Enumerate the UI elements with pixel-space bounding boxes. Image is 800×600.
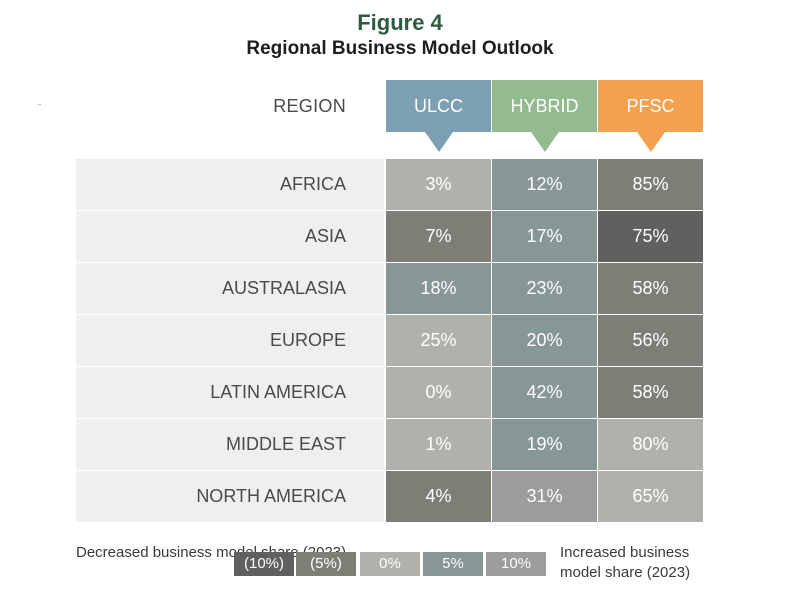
legend-swatch: (5%) (296, 552, 356, 576)
table-cell: 19% (492, 419, 597, 470)
region-column-header: REGION (273, 96, 346, 116)
table-cell: 1% (386, 419, 491, 470)
table-cell: 17% (492, 211, 597, 262)
column-header-hybrid: HYBRID (492, 80, 597, 132)
row-label-region: AUSTRALASIA (76, 263, 384, 314)
legend-increased-label: Increased business model share (2023) (560, 544, 691, 581)
column-header-ulcc: ULCC (386, 80, 491, 132)
table-cell: 3% (386, 159, 491, 210)
table-cell: 4% (386, 471, 491, 522)
table-cell: 80% (598, 419, 703, 470)
column-header-pfsc: PFSC (598, 80, 703, 132)
table-cell: 85% (598, 159, 703, 210)
legend-swatch: (10%) (234, 552, 294, 576)
table-cell: 0% (386, 367, 491, 418)
table-cell: 31% (492, 471, 597, 522)
legend-swatch: 0% (360, 552, 420, 576)
table-cell: 58% (598, 367, 703, 418)
down-arrow-icon (530, 132, 559, 152)
table-cell: 7% (386, 211, 491, 262)
down-arrow-icon (424, 132, 453, 152)
row-label-region: MIDDLE EAST (76, 419, 384, 470)
figure-subtitle: Regional Business Model Outlook (246, 38, 554, 59)
row-label-region: EUROPE (76, 315, 384, 366)
row-label-region: ASIA (76, 211, 384, 262)
table-cell: 56% (598, 315, 703, 366)
down-arrow-icon (636, 132, 665, 152)
table-cell: 12% (492, 159, 597, 210)
legend-swatch: 5% (423, 552, 483, 576)
decorative-dot (38, 104, 41, 105)
table-cell: 18% (386, 263, 491, 314)
table-cell: 25% (386, 315, 491, 366)
table-cell: 58% (598, 263, 703, 314)
table-cell: 65% (598, 471, 703, 522)
legend-swatch: 10% (486, 552, 546, 576)
table-cell: 20% (492, 315, 597, 366)
table-cell: 42% (492, 367, 597, 418)
row-label-region: NORTH AMERICA (76, 471, 384, 522)
table-cell: 75% (598, 211, 703, 262)
row-label-region: AFRICA (76, 159, 384, 210)
table-cell: 23% (492, 263, 597, 314)
row-label-region: LATIN AMERICA (76, 367, 384, 418)
figure-title: Figure 4 (357, 10, 443, 35)
